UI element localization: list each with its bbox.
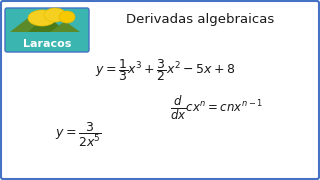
Polygon shape: [50, 21, 80, 32]
Text: Derivadas algebraicas: Derivadas algebraicas: [126, 14, 274, 26]
Text: $y = \dfrac{1}{3}x^3 + \dfrac{3}{2}x^2 - 5x + 8$: $y = \dfrac{1}{3}x^3 + \dfrac{3}{2}x^2 -…: [95, 57, 236, 83]
Bar: [7, 32, 87, 50]
FancyBboxPatch shape: [5, 8, 89, 52]
Polygon shape: [28, 15, 66, 32]
Ellipse shape: [59, 11, 75, 23]
Text: Laracos: Laracos: [23, 39, 71, 49]
Text: $\dfrac{d}{dx}cx^n = cnx^{n-1}$: $\dfrac{d}{dx}cx^n = cnx^{n-1}$: [170, 94, 263, 122]
Polygon shape: [10, 18, 46, 32]
Text: $y = \dfrac{3}{2x^5}$: $y = \dfrac{3}{2x^5}$: [55, 121, 102, 149]
Ellipse shape: [44, 8, 66, 22]
Ellipse shape: [28, 10, 56, 26]
